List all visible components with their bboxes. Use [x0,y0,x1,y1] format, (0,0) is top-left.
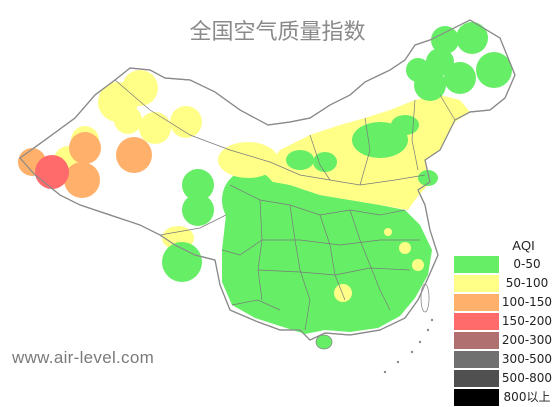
legend-item: 500-800 [454,369,555,388]
yellow-west-2 [122,70,158,106]
legend-label: 200-300 [499,331,555,349]
green-patch-central [222,170,278,230]
province-borders [114,79,456,331]
ne-blob-2 [456,22,488,54]
legend-swatch [454,312,499,330]
legend-item: 100-150 [454,293,555,312]
yellow-central-1 [218,142,278,178]
legend-swatch [454,293,499,311]
page-title: 全国空气质量指数 [189,20,366,45]
orange-blob-1 [69,132,101,164]
legend-swatch [454,350,499,368]
orange-blob-2 [116,137,152,173]
legend-swatch [454,274,499,292]
orange-blob-3 [64,162,100,198]
legend-label: 800以上 [499,388,555,406]
legend-title: AQI [512,238,535,253]
legend-item: 300-500 [454,350,555,369]
legend-swatch [454,331,499,349]
legend-item: 150-200 [454,312,555,331]
ne-blob-6 [426,48,454,76]
green-patch-north-4 [391,115,419,135]
green-region-south [222,178,432,334]
red-blob-1 [35,155,69,189]
green-west-3 [162,242,202,282]
china-outline-top [19,19,516,341]
legend-label: 0-50 [499,255,555,273]
legend-label: 100-150 [499,293,555,311]
ne-blob-4 [444,62,476,94]
yellow-south-4 [384,228,392,236]
yellow-west-4 [170,106,202,138]
green-west-1 [182,169,214,201]
taiwan-island [420,283,430,313]
yellow-south-3 [412,259,424,271]
hainan-island [315,334,333,350]
legend-label: 50-100 [499,274,555,292]
legend-label: 150-200 [499,312,555,330]
legend-swatch [454,388,499,406]
aqi-legend: AQI 0-50 50-100 100-150 150-200 200-300 … [454,237,555,407]
green-patch-north-2 [313,152,337,172]
legend-item: 0-50 [454,255,555,274]
legend-item: 50-100 [454,274,555,293]
yellow-south-1 [334,284,352,302]
legend-item: 800以上 [454,388,555,407]
site-watermark: www.air-level.com [12,348,155,367]
yellow-west-3 [139,112,171,144]
legend-label: 300-500 [499,350,555,368]
ne-blob-3 [476,52,512,88]
green-patch-coast [418,170,438,186]
green-west-2 [182,194,214,226]
legend-swatch [454,369,499,387]
legend-label: 500-800 [499,369,555,387]
south-islands [383,318,434,374]
green-patch-north-3 [286,150,314,170]
yellow-south-2 [399,242,411,254]
ne-blob-1 [431,26,459,54]
yellow-west-5 [114,106,142,134]
ne-blob-7 [406,58,430,82]
legend-item: 200-300 [454,331,555,350]
legend-swatch [454,255,499,273]
